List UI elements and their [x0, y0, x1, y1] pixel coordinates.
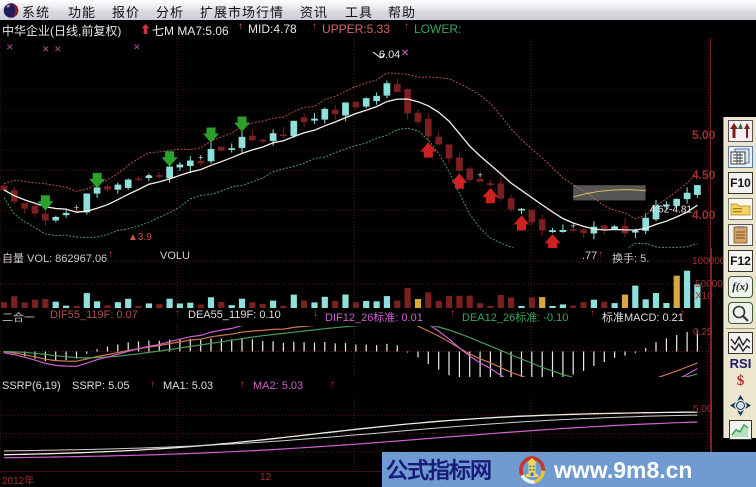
svg-text:✕: ✕: [401, 48, 409, 59]
svg-text:+: +: [146, 170, 151, 180]
svg-text:▲3.9: ▲3.9: [128, 232, 152, 243]
svg-text:6.04: 6.04: [379, 49, 400, 61]
svg-text:+: +: [198, 153, 203, 163]
svg-text:✕: ✕: [54, 44, 62, 54]
svg-text:+: +: [477, 170, 482, 180]
svg-text:+: +: [74, 203, 79, 213]
svg-text:✕: ✕: [42, 44, 50, 54]
svg-text:+: +: [270, 130, 275, 140]
svg-text:✕: ✕: [133, 42, 141, 52]
svg-text:4.62-4.81: 4.62-4.81: [650, 204, 693, 215]
svg-text:+: +: [633, 226, 638, 236]
svg-text:✕: ✕: [6, 42, 14, 52]
svg-text:+: +: [571, 221, 576, 231]
